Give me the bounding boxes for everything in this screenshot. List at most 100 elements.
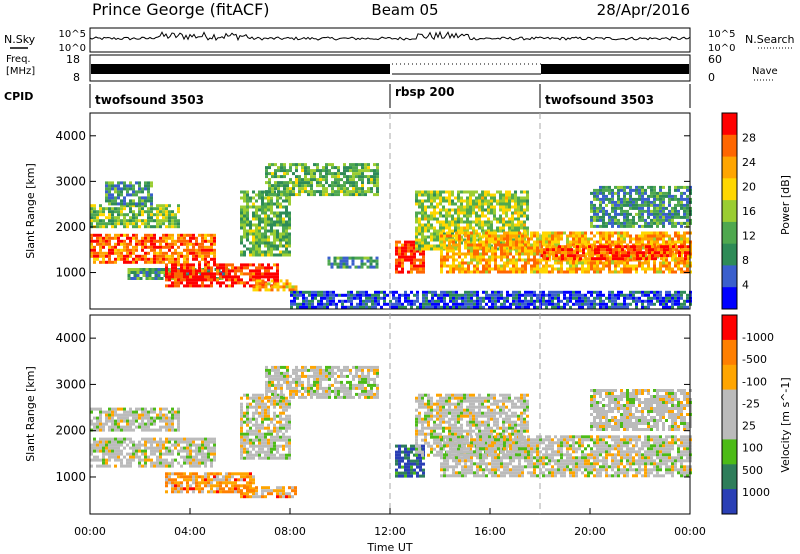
power-cell [189, 236, 192, 240]
power-cell [265, 190, 268, 194]
power-cell [439, 208, 442, 212]
power-cell [351, 256, 355, 260]
power-cell [514, 223, 517, 227]
velocity-cell [123, 428, 126, 432]
velocity-cell [213, 458, 216, 462]
power-cell [588, 257, 591, 261]
power-cell [108, 190, 111, 194]
power-cell [662, 212, 665, 216]
power-cell [644, 243, 647, 247]
power-cell [542, 299, 545, 303]
power-cell [162, 254, 165, 258]
power-cell [445, 211, 448, 215]
power-cell [680, 215, 683, 219]
power-cell [165, 213, 168, 217]
power-cell [123, 216, 126, 220]
power-cell [433, 235, 436, 239]
power-cell [674, 206, 677, 210]
power-cell [497, 234, 500, 238]
power-cell [683, 231, 686, 235]
power-cell [623, 194, 626, 198]
power-cell [222, 281, 225, 285]
power-cell [467, 252, 470, 256]
power-cell [286, 193, 289, 197]
power-cell [600, 254, 603, 258]
power-cell [102, 239, 105, 243]
power-cell [665, 212, 668, 216]
power-cell [648, 251, 651, 255]
power-cell [270, 196, 273, 200]
power-cell [542, 290, 545, 294]
power-cell [523, 229, 526, 233]
power-cell [365, 302, 368, 306]
power-cell [249, 275, 252, 279]
power-cell [654, 254, 657, 258]
power-cell [132, 216, 135, 220]
power-cell [267, 288, 271, 292]
power-cell [171, 239, 174, 243]
power-cell [629, 240, 632, 244]
power-cell [440, 249, 443, 253]
power-cell [485, 252, 488, 256]
power-cell [656, 237, 659, 241]
power-cell [329, 293, 332, 297]
velocity-cell [111, 407, 114, 411]
power-cell [195, 242, 198, 246]
power-cell [286, 184, 289, 188]
power-cell [189, 275, 192, 279]
power-cell [461, 299, 464, 303]
power-cell [488, 243, 491, 247]
power-cell [111, 202, 114, 206]
power-cell [497, 296, 500, 300]
power-cell [554, 302, 557, 306]
power-cell [455, 264, 458, 268]
power-cell [416, 293, 419, 297]
power-cell [644, 299, 647, 303]
velocity-cell [114, 419, 117, 423]
power-cell [624, 245, 627, 249]
velocity-cell [114, 458, 117, 462]
power-cell [171, 225, 174, 229]
velocity-cell [183, 437, 186, 441]
power-cell [422, 293, 425, 297]
nave-right-tick-bottom: 0 [708, 71, 715, 84]
power-cell [569, 246, 572, 250]
power-cell [662, 296, 665, 300]
power-cell [220, 277, 224, 280]
power-cell [270, 272, 273, 276]
power-cell [503, 255, 506, 259]
power-cell [605, 231, 608, 235]
power-cell [252, 202, 255, 206]
power-cell [564, 248, 567, 252]
power-cell [524, 243, 527, 247]
velocity-cell [153, 437, 156, 441]
power-cell [268, 172, 271, 176]
power-cell [569, 270, 572, 274]
power-cell [436, 232, 439, 236]
power-cell [177, 225, 180, 229]
power-cell [476, 305, 479, 309]
velocity-cell [132, 440, 135, 444]
power-cell [472, 190, 475, 194]
power-cell [491, 299, 494, 303]
power-cell [520, 211, 523, 215]
power-cell [551, 240, 554, 244]
velocity-cell [135, 407, 138, 411]
power-y-label: Slant Range [km] [24, 163, 37, 259]
power-cell [475, 220, 478, 224]
power-cell [339, 259, 343, 263]
power-cell [671, 302, 674, 306]
power-cell [536, 305, 539, 309]
power-cell [114, 260, 117, 264]
power-cell [602, 299, 605, 303]
power-cell [261, 250, 264, 254]
power-cell [108, 239, 111, 243]
power-cell [258, 282, 262, 286]
power-cell [117, 222, 120, 226]
power-cell [509, 240, 512, 244]
power-cell [427, 193, 430, 197]
power-cell [307, 184, 310, 188]
power-cell [533, 246, 536, 250]
power-cell [546, 257, 549, 261]
